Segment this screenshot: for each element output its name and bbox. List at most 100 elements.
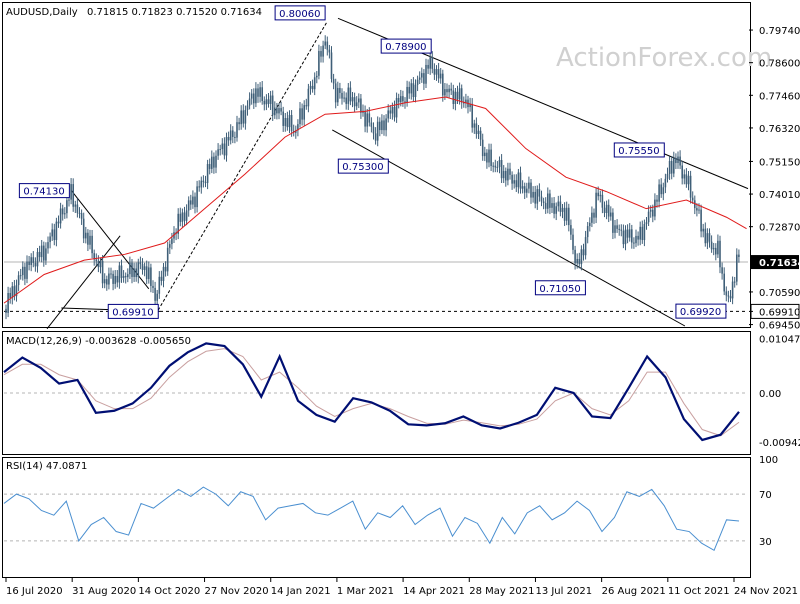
candle-body [34,262,37,267]
candle-body [265,99,268,105]
candle-body [444,89,446,96]
candle-body [278,108,280,114]
candle-body [565,207,568,221]
candle-body [82,218,85,239]
candle-body [404,101,406,103]
candle-body [393,106,396,118]
candle-body [208,164,211,169]
candle-body [372,126,375,134]
candle-body [110,273,112,275]
candle-body [148,267,150,280]
candle-body [450,88,452,91]
candle-body [187,200,190,211]
candle-body [586,226,589,238]
candle-body [364,110,366,127]
candle-body [679,156,681,166]
candle-body [185,210,188,221]
rsi-tick-label: 100 [759,455,778,466]
candle-body [307,88,310,107]
candle-body [509,168,511,175]
candle-body [656,199,658,202]
candle-body [349,87,352,102]
candle-body [347,87,350,104]
candle-body [318,51,320,76]
candle-body [715,247,717,255]
candle-body [458,88,461,100]
candle-body [236,122,238,138]
candle-body [171,238,173,245]
candle-body [246,105,249,110]
candle-body [68,199,70,201]
candle-body [108,273,110,285]
price-annotation-box [107,303,159,319]
candle-body [448,88,450,93]
candle-body [64,213,66,215]
candle-body [536,189,539,204]
candle-body [339,87,341,93]
candle-body [328,49,331,53]
candle-body [274,107,276,116]
candle-body [528,182,530,189]
candle-body [578,258,581,265]
price-annotation-box [380,38,432,54]
candle-body [607,204,610,217]
candle-body [471,103,473,128]
candle-body [429,57,431,69]
candle-body [561,207,564,212]
candle-body [494,165,497,168]
candle-body [200,180,203,188]
candle-body [244,109,247,124]
candle-body [49,236,51,243]
candle-body [341,92,343,99]
x-tick-label: 14 Apr 2021 [403,586,465,597]
candle-body [385,118,387,131]
candle-body [76,204,79,213]
candle-body [290,115,293,131]
candle-body [59,208,62,224]
candle-body [162,266,165,281]
candle-body [654,199,656,217]
candle-body [391,106,394,114]
price-tick-label: 0.79740 [759,26,800,37]
candle-body [179,213,182,222]
candle-body [276,107,278,114]
axis-labels: 0.79740 0.78600 0.77460 0.76320 0.75150 0.740… [5,26,800,597]
candle-body [406,86,408,103]
candle-body [89,235,91,245]
candle-body [215,155,217,168]
price-tick-label: 0.75150 [759,157,800,168]
candle-body [53,229,56,241]
candle-body [689,175,692,198]
candle-body [122,276,125,278]
price-annotation-label: 0.74130 [23,187,64,198]
candle-body [355,102,358,107]
candle-body [452,90,455,104]
candle-body [17,275,20,286]
candle-body [160,276,163,281]
price-tick-label: 0.74010 [759,190,800,201]
x-tick-label: 13 Jul 2021 [535,586,592,597]
candle-body [719,240,721,268]
candle-body [145,266,148,280]
candle-body [702,228,704,232]
candle-body [601,194,604,208]
candle-body [351,97,354,102]
candle-body [469,103,471,108]
candle-body [576,258,578,264]
candle-body [116,275,119,283]
candle-body [652,209,654,217]
candle-body [662,187,665,195]
candle-body [381,120,383,131]
candle-body [99,260,102,268]
candle-body [301,108,303,120]
candle-body [473,123,476,128]
candle-body [402,96,404,102]
candle-body [628,229,631,238]
candle-body [580,249,583,265]
candle-body [710,241,713,250]
candle-body [733,281,736,283]
candle-body [330,52,333,79]
candle-body [374,133,377,141]
candle-body [101,260,104,284]
last-price-tag [751,255,799,270]
